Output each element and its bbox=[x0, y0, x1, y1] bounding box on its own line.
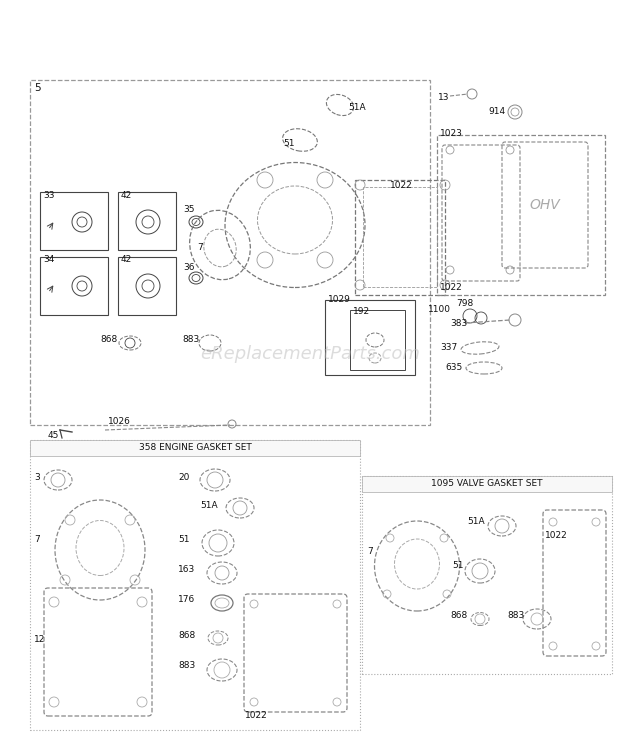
Bar bbox=[355, 180, 445, 295]
Text: 34: 34 bbox=[43, 255, 55, 265]
Bar bbox=[40, 192, 108, 250]
Text: 42: 42 bbox=[121, 190, 132, 199]
Bar bbox=[325, 300, 415, 375]
Text: 5: 5 bbox=[34, 83, 41, 93]
Text: 45: 45 bbox=[48, 431, 60, 440]
Text: 51A: 51A bbox=[467, 516, 485, 525]
Text: 1022: 1022 bbox=[545, 531, 568, 540]
Text: 12: 12 bbox=[34, 635, 45, 644]
Bar bbox=[30, 80, 430, 425]
Text: 51: 51 bbox=[283, 138, 294, 147]
Text: 51: 51 bbox=[178, 536, 190, 545]
Text: 7: 7 bbox=[34, 536, 40, 545]
Text: 358 ENGINE GASKET SET: 358 ENGINE GASKET SET bbox=[139, 443, 251, 452]
Text: 635: 635 bbox=[445, 364, 463, 373]
Text: 883: 883 bbox=[182, 336, 199, 344]
Text: 1095 VALVE GASKET SET: 1095 VALVE GASKET SET bbox=[432, 479, 542, 489]
Text: 1029: 1029 bbox=[328, 295, 351, 304]
Text: 192: 192 bbox=[353, 307, 370, 316]
Bar bbox=[40, 257, 108, 315]
Bar bbox=[118, 257, 176, 315]
Bar bbox=[362, 476, 612, 674]
Bar bbox=[30, 440, 360, 456]
Bar bbox=[362, 476, 612, 492]
Text: 868: 868 bbox=[100, 336, 117, 344]
Text: 36: 36 bbox=[183, 263, 195, 272]
Text: 42: 42 bbox=[121, 255, 132, 265]
Text: 13: 13 bbox=[438, 94, 450, 103]
Text: 51A: 51A bbox=[348, 103, 366, 112]
Text: OHV: OHV bbox=[529, 198, 560, 212]
Text: 51A: 51A bbox=[200, 501, 218, 510]
Text: eReplacementParts.com: eReplacementParts.com bbox=[200, 345, 420, 363]
Text: 1022: 1022 bbox=[245, 711, 268, 719]
Text: 163: 163 bbox=[178, 565, 195, 574]
Text: 20: 20 bbox=[178, 473, 189, 483]
Text: 868: 868 bbox=[178, 630, 195, 640]
Text: 868: 868 bbox=[450, 612, 467, 620]
Bar bbox=[437, 135, 605, 295]
Text: 51: 51 bbox=[452, 562, 464, 571]
Bar bbox=[350, 310, 405, 370]
Text: 35: 35 bbox=[183, 205, 195, 214]
Text: 1100: 1100 bbox=[428, 306, 451, 315]
Text: 337: 337 bbox=[440, 342, 458, 351]
Text: 1022: 1022 bbox=[440, 283, 463, 292]
Text: 1026: 1026 bbox=[108, 417, 131, 426]
Text: 883: 883 bbox=[507, 612, 525, 620]
Bar bbox=[363, 187, 437, 287]
Text: 7: 7 bbox=[367, 547, 373, 556]
Bar bbox=[30, 440, 360, 730]
Bar bbox=[118, 192, 176, 250]
Text: 7: 7 bbox=[197, 243, 203, 252]
Text: 3: 3 bbox=[34, 473, 40, 483]
Text: 33: 33 bbox=[43, 190, 55, 199]
Text: 176: 176 bbox=[178, 595, 195, 604]
Text: 383: 383 bbox=[450, 318, 467, 327]
Text: 1023: 1023 bbox=[440, 129, 463, 138]
Text: 798: 798 bbox=[456, 298, 473, 307]
Text: 883: 883 bbox=[178, 661, 195, 670]
Text: 1022: 1022 bbox=[390, 181, 413, 190]
Text: 914: 914 bbox=[488, 107, 505, 117]
